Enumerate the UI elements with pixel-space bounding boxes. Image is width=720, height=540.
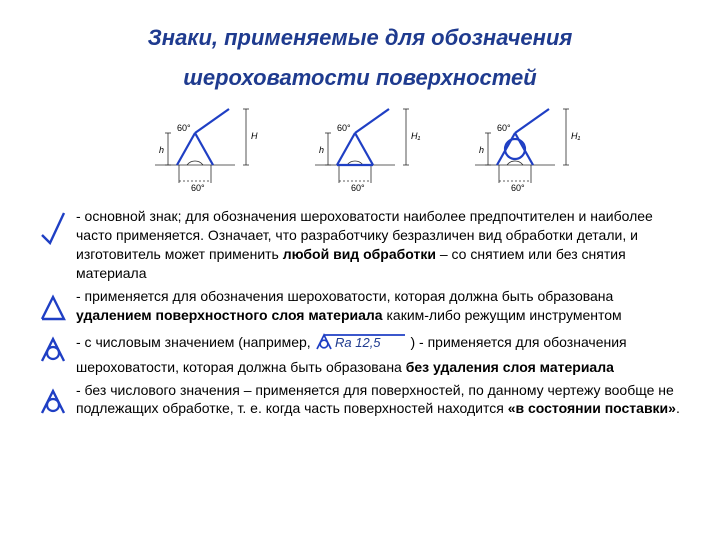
title-line-1: Знаки, применяемые для обозначения — [148, 25, 573, 50]
schema-row: h H 60° 60° — [30, 103, 690, 193]
label-60: 60° — [351, 183, 365, 193]
example-value: Ra 12,5 — [335, 335, 381, 350]
entry-basic: - основной знак; для обозначения шерохов… — [30, 207, 690, 283]
label-60L: 60° — [337, 123, 351, 133]
entry-removal-text: - применяется для обозначения шероховато… — [76, 287, 690, 325]
label-60L: 60° — [497, 123, 511, 133]
label-60: 60° — [191, 183, 205, 193]
label-60L: 60° — [177, 123, 191, 133]
schema-a: h H 60° 60° — [135, 103, 265, 193]
roughness-example-icon: Ra 12,5 — [315, 329, 407, 353]
schema-b: h H₁ 60° 60° — [295, 103, 425, 193]
label-H: H — [251, 131, 258, 141]
roughness-removal-icon — [38, 289, 68, 325]
entry-noremoval-value-text: - с числовым значением (например, Ra 12,… — [76, 329, 690, 377]
page-title: Знаки, применяемые для обозначения шерох… — [30, 18, 690, 97]
roughness-noremoval-icon — [38, 331, 68, 367]
label-h: h — [479, 145, 484, 155]
entry-noremoval-novalue-text: - без числового значения – применяется д… — [76, 381, 690, 419]
label-60: 60° — [511, 183, 525, 193]
label-h: h — [159, 145, 164, 155]
entry-basic-text: - основной знак; для обозначения шерохов… — [76, 207, 690, 283]
label-H1: H₁ — [571, 131, 580, 141]
label-h: h — [319, 145, 324, 155]
schema-c: h H₁ 60° 60° — [455, 103, 585, 193]
title-line-2: шероховатости поверхностей — [183, 65, 536, 90]
roughness-basic-icon — [38, 209, 68, 245]
entry-noremoval-novalue: - без числового значения – применяется д… — [30, 381, 690, 419]
entry-noremoval-value: - с числовым значением (например, Ra 12,… — [30, 329, 690, 377]
label-H1: H₁ — [411, 131, 420, 141]
roughness-noremoval-icon-2 — [38, 383, 68, 419]
entry-removal: - применяется для обозначения шероховато… — [30, 287, 690, 325]
